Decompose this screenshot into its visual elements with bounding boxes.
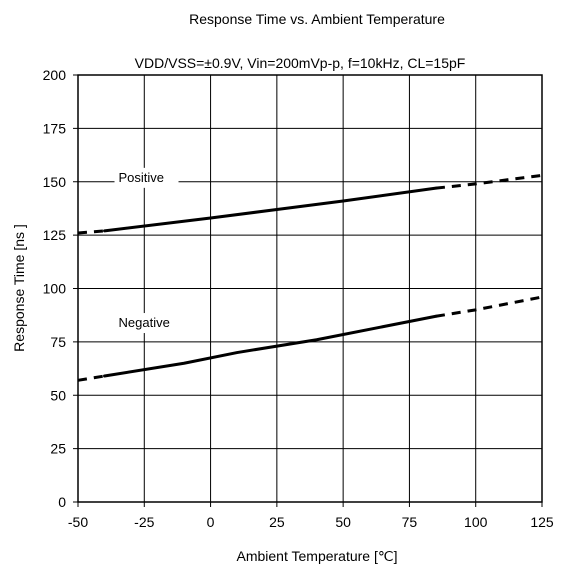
negative-label-background: [114, 313, 185, 334]
y-axis-ticks: 0 25 50 75 100 125 150 175 200: [43, 67, 67, 510]
x-tick-label: 50: [335, 514, 351, 530]
y-tick-label: 200: [43, 67, 67, 83]
series-labels: Positive Negative: [114, 167, 185, 334]
positive-series-extrapolated-high: [435, 173, 543, 190]
y-tick-label: 25: [50, 441, 66, 457]
series-layer: [77, 173, 543, 382]
chart-subtitle: VDD/VSS=±0.9V, Vin=200mVp-p, f=10kHz, CL…: [135, 55, 466, 71]
y-tick-label: 75: [50, 334, 66, 350]
positive-series-label: Positive: [119, 170, 165, 185]
x-axis-ticks: -50 -25 0 25 50 75 100 125: [68, 514, 554, 530]
x-tick-label: -25: [134, 514, 154, 530]
grid: [73, 74, 543, 507]
plot-area: [77, 74, 543, 503]
y-tick-label: 175: [43, 120, 67, 136]
positive-series-line: [103, 186, 438, 233]
x-tick-label: 75: [402, 514, 418, 530]
negative-series-line: [103, 314, 438, 378]
y-tick-label: 50: [50, 387, 66, 403]
x-tick-label: 25: [269, 514, 285, 530]
x-tick-label: 125: [530, 514, 554, 530]
x-tick-label: 100: [464, 514, 488, 530]
chart-title: Response Time vs. Ambient Temperature: [189, 11, 445, 27]
positive-series-extrapolated-low: [77, 229, 105, 235]
x-tick-label: -50: [68, 514, 88, 530]
positive-label-background: [114, 167, 179, 188]
negative-series-label: Negative: [119, 315, 170, 330]
y-tick-label: 100: [43, 281, 67, 297]
y-tick-label: 0: [58, 494, 66, 510]
negative-series-extrapolated-low: [77, 374, 105, 382]
y-tick-label: 150: [43, 174, 67, 190]
x-axis-label: Ambient Temperature [℃]: [237, 548, 398, 564]
y-axis-label: Response Time [ns ]: [11, 224, 27, 352]
y-tick-label: 125: [43, 227, 67, 243]
negative-series-extrapolated-high: [435, 295, 543, 318]
x-tick-label: 0: [207, 514, 215, 530]
